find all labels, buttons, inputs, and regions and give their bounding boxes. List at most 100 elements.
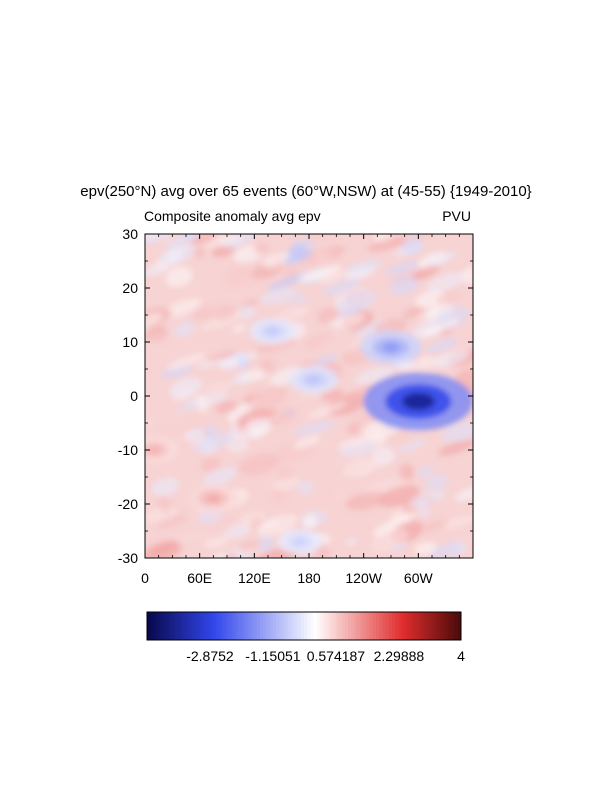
field-patch [346, 423, 361, 435]
field-patch [232, 372, 253, 384]
colorbar-swatch [282, 612, 286, 640]
colorbar-swatch [178, 612, 182, 640]
field-patch [258, 535, 274, 553]
colorbar-swatch [439, 612, 443, 640]
colorbar-swatch [445, 612, 449, 640]
colorbar-swatch [260, 612, 264, 640]
field-patch [184, 429, 206, 445]
field-patch [160, 425, 188, 437]
x-tick-label: 60W [404, 570, 434, 586]
field-patch [250, 388, 283, 403]
colorbar-swatch [288, 612, 292, 640]
field-patch [231, 323, 247, 334]
field-patch [303, 514, 317, 529]
colorbar-swatch [165, 612, 170, 640]
colorbar-swatch [417, 612, 421, 640]
field-patch [454, 484, 473, 502]
field-patch [323, 278, 360, 297]
colorbar-swatch [285, 612, 289, 640]
field-patch [195, 394, 209, 413]
field-patch [291, 294, 308, 305]
field-patch [214, 304, 237, 322]
x-axis: 0 60E 120E 180 120W 60W [141, 234, 460, 586]
field-patch [426, 250, 460, 266]
colorbar-swatch [162, 612, 167, 640]
field-patch [303, 332, 332, 349]
field-patch [203, 536, 229, 549]
field-patch [203, 466, 237, 487]
colorbar-swatch [291, 612, 295, 640]
field-patch [168, 377, 203, 399]
colorbar-swatch [300, 612, 305, 640]
plot-area [145, 234, 473, 558]
colorbar-swatch [401, 612, 405, 640]
colorbar-swatch [357, 612, 361, 640]
colorbar-swatch [344, 612, 349, 640]
field-patch [191, 413, 210, 432]
colorbar-label: 0.574187 [307, 648, 366, 664]
colorbar-swatch [194, 612, 198, 640]
field-patch [426, 271, 468, 293]
colorbar-swatch [266, 612, 270, 640]
field-patch [145, 324, 167, 344]
field-patch [334, 487, 349, 507]
field-patch [408, 490, 446, 507]
colorbar-swatch [325, 612, 330, 640]
field-patch [429, 542, 462, 558]
field-patch [441, 421, 473, 443]
y-tick-label: -20 [118, 496, 138, 512]
colorbar-swatch [366, 612, 371, 640]
field-patch [385, 260, 420, 276]
colorbar-swatch [373, 612, 377, 640]
colorbar-swatch [234, 612, 239, 640]
colorbar-swatch [310, 612, 314, 640]
colorbar-swatch [360, 612, 365, 640]
colorbar-swatch [216, 612, 220, 640]
field-patch [157, 495, 172, 514]
field-patch [234, 504, 269, 525]
field-patch [433, 349, 470, 368]
field-patch [293, 420, 336, 436]
colorbar-swatch [247, 612, 252, 640]
field-patch [416, 465, 436, 477]
field-patch [293, 435, 321, 449]
colorbar-swatch [212, 612, 217, 640]
colorbar-swatch [263, 612, 267, 640]
colorbar-swatch [184, 612, 189, 640]
x-tick-label: 60E [187, 570, 212, 586]
colorbar-swatch [168, 612, 173, 640]
x-tick-label: 0 [141, 570, 149, 586]
field-patch [297, 480, 315, 494]
anomaly-field [145, 234, 473, 558]
field-patch [259, 358, 275, 375]
field-patch [318, 271, 347, 285]
colorbar-swatch [420, 612, 424, 640]
field-patch [273, 306, 310, 322]
field-patch [206, 350, 239, 362]
field-patch [345, 538, 358, 546]
colorbar-swatch [329, 612, 333, 640]
colorbar-swatch [341, 612, 346, 640]
colorbar-swatch [159, 612, 164, 640]
field-patch [266, 273, 306, 292]
field-patch [253, 242, 270, 255]
x-tick-label: 120W [345, 570, 382, 586]
colorbar-swatch [319, 612, 324, 640]
colorbar-swatch [423, 612, 427, 640]
colorbar-swatch [413, 612, 418, 640]
colorbar-swatch [225, 612, 230, 640]
negative-anomaly [401, 392, 435, 411]
colorbar-swatch [448, 612, 452, 640]
colorbar-swatch [172, 612, 176, 640]
colorbar-swatch [200, 612, 204, 640]
colorbar-swatch [322, 612, 327, 640]
colorbar-swatch [250, 612, 255, 640]
colorbar-swatch [395, 612, 399, 640]
chart-title: epv(250°N) avg over 65 events (60°W,NSW)… [80, 183, 531, 200]
colorbar-swatch [190, 612, 195, 640]
x-tick-label: 180 [297, 570, 321, 586]
colorbar-swatch [297, 612, 302, 640]
field-patch [212, 244, 235, 258]
colorbar-swatch [385, 612, 390, 640]
field-patch [326, 394, 366, 416]
